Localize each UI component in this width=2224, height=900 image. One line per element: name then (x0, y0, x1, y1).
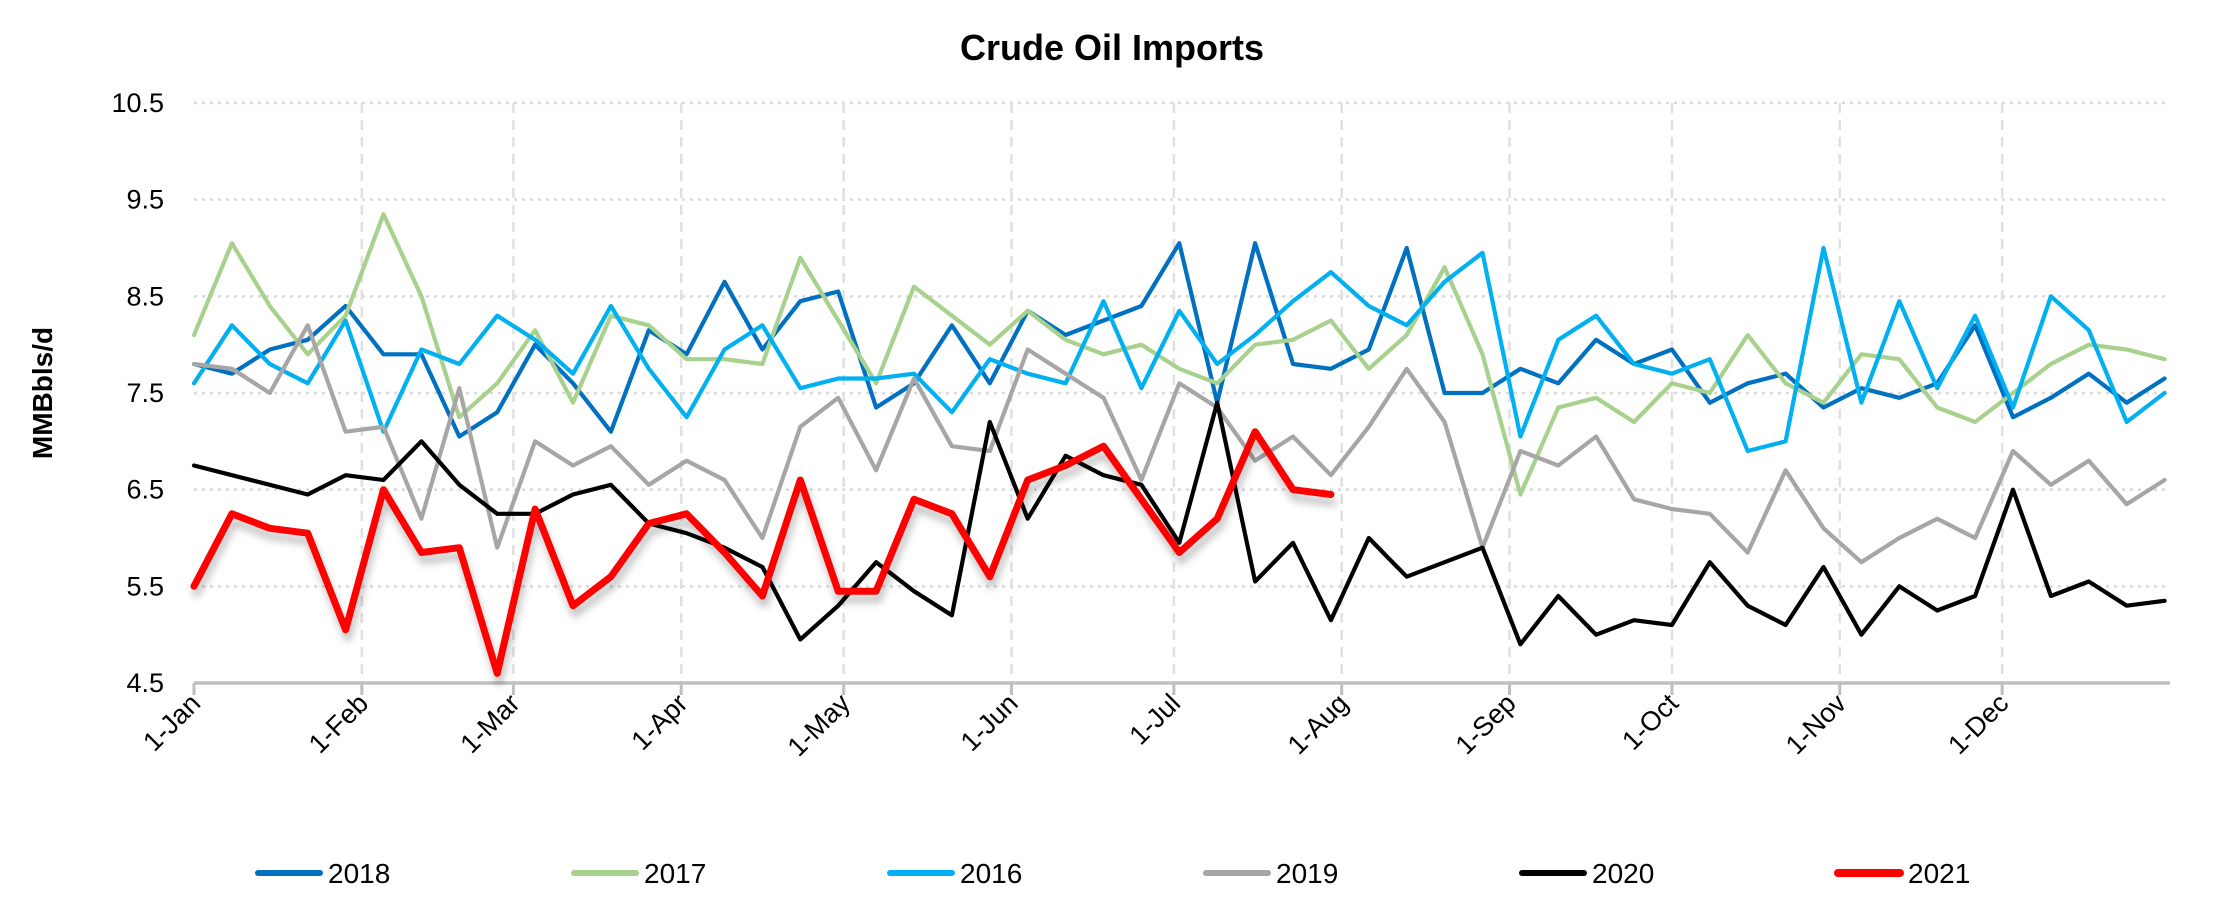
series-line-2021 (190, 428, 1335, 677)
series-lines (190, 212, 2167, 677)
legend-label-2017: 2017 (644, 858, 706, 889)
y-tick-label: 6.5 (126, 475, 164, 505)
x-tick-label: 1-Jul (1124, 688, 1187, 751)
x-tick-label: 1-Jun (955, 688, 1024, 757)
x-tick-label: 1-Feb (303, 688, 374, 759)
x-tick-label: 1-Aug (1282, 688, 1354, 760)
x-tick-label: 1-Dec (1942, 688, 2014, 760)
series-line-2020 (191, 400, 2167, 647)
series-line-2018 (191, 241, 2167, 439)
y-tick-label: 9.5 (126, 185, 164, 215)
grid (192, 101, 2170, 695)
legend-label-2018: 2018 (328, 858, 390, 889)
x-tick-label: 1-Sep (1450, 688, 1522, 760)
series-line-2016 (191, 245, 2167, 454)
legend-label-2019: 2019 (1276, 858, 1338, 889)
legend: 2018 2017 2016 2019 2020 2021 (255, 858, 1970, 889)
y-tick-label: 10.5 (111, 88, 164, 118)
x-tick-label: 1-Oct (1616, 688, 1684, 756)
series-line-2017 (191, 212, 2167, 497)
legend-label-2021: 2021 (1908, 858, 1970, 889)
y-ticks: 4.5 5.5 6.5 7.5 8.5 9.5 10.5 (111, 88, 164, 698)
x-tick-label: 1-Apr (626, 688, 694, 756)
y-tick-label: 4.5 (126, 668, 164, 698)
y-tick-label: 7.5 (126, 378, 164, 408)
x-tick-label: 1-May (782, 688, 857, 763)
y-axis-label: MMBbls/d (27, 327, 58, 459)
x-tick-label: 1-Jan (137, 688, 206, 757)
legend-label-2016: 2016 (960, 858, 1022, 889)
y-tick-label: 5.5 (126, 571, 164, 601)
chart-title: Crude Oil Imports (960, 27, 1264, 68)
x-tick-label: 1-Mar (455, 688, 526, 759)
series-line-2019 (191, 323, 2167, 565)
y-tick-label: 8.5 (126, 281, 164, 311)
legend-label-2020: 2020 (1592, 858, 1654, 889)
x-ticks: 1-Jan 1-Feb 1-Mar 1-Apr 1-May 1-Jun 1-Jul 1-Aug… (137, 688, 2014, 763)
x-tick-label: 1-Nov (1780, 688, 1852, 760)
